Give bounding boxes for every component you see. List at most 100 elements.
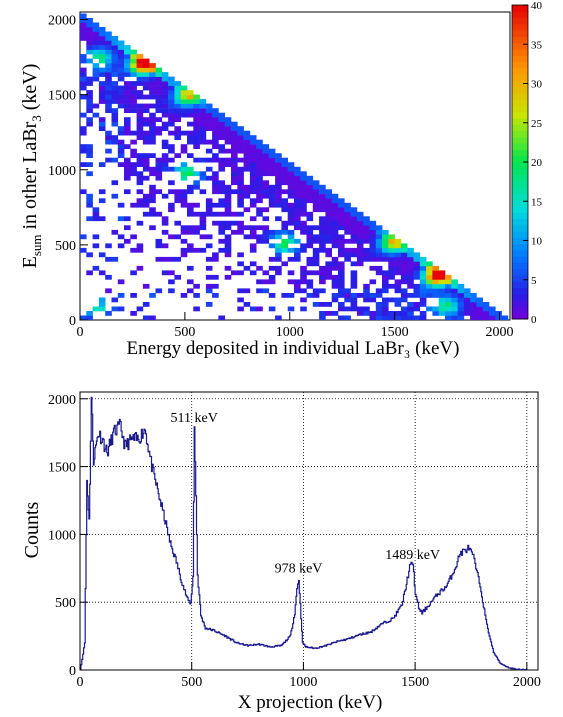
heatmap-cell	[275, 229, 282, 235]
colorbar-segment	[512, 268, 528, 276]
heatmap-cell	[256, 198, 263, 204]
heatmap-cell	[331, 256, 339, 262]
heatmap-cell	[161, 162, 169, 167]
heatmap-cell	[136, 157, 144, 163]
heatmap-cell	[438, 311, 446, 316]
heatmap-cell	[199, 211, 207, 217]
heatmap-cell	[98, 117, 106, 122]
heatmap-cell	[105, 49, 112, 55]
heatmap-cell	[319, 184, 326, 190]
heatmap-x-axis: 0 500 1000 1500 2000	[77, 312, 514, 340]
heatmap-cell	[224, 247, 232, 253]
heatmap-cell	[80, 13, 87, 19]
heatmap-cell	[136, 126, 144, 131]
heatmap-cell	[262, 279, 270, 285]
heatmap-cell	[249, 153, 257, 158]
heatmap-cell	[130, 58, 137, 64]
heatmap-cell	[287, 175, 295, 181]
colorbar-segment	[512, 124, 528, 132]
heatmap-cell	[338, 279, 345, 285]
colorbar-segment	[512, 293, 528, 301]
heatmap-cell	[130, 311, 137, 316]
heatmap-cell	[249, 171, 257, 177]
heatmap-cell	[350, 216, 358, 222]
heatmap-cell	[80, 85, 87, 91]
heatmap-cell	[117, 144, 125, 149]
heatmap-cell	[268, 157, 276, 163]
heatmap-cell	[306, 189, 314, 195]
heatmap-cell	[413, 302, 421, 307]
heatmap-cell	[136, 130, 144, 136]
heatmap-cell	[136, 58, 144, 64]
heatmap-cell	[470, 311, 477, 316]
heatmap-cell	[306, 243, 314, 249]
heatmap-cell	[92, 76, 100, 82]
heatmap-cell	[375, 252, 383, 258]
heatmap-cell	[344, 229, 351, 235]
heatmap-cell	[319, 315, 326, 320]
heatmap-cell	[294, 288, 301, 294]
heatmap-cell	[325, 193, 332, 199]
heatmap-cell	[237, 288, 244, 294]
heatmap-cell	[356, 311, 364, 316]
heatmap-cell	[199, 130, 207, 136]
heatmap-cell	[382, 288, 389, 294]
heatmap-cell	[117, 243, 125, 249]
heatmap-cell	[205, 198, 213, 204]
heatmap-cell	[344, 256, 351, 262]
heatmap-cell	[344, 306, 351, 312]
heatmap-cell	[193, 211, 200, 217]
heatmap-cell	[394, 279, 402, 285]
heatmap-cell	[489, 311, 496, 316]
heatmap-cell	[312, 193, 320, 199]
heatmap-cell	[224, 252, 232, 258]
heatmap-cell	[419, 270, 427, 276]
heatmap-cell	[205, 139, 213, 145]
heatmap-cell	[281, 175, 288, 181]
colorbar-segment	[512, 143, 528, 150]
heatmap-cell	[218, 238, 225, 244]
heatmap-cell	[268, 198, 276, 204]
heatmap-cell	[445, 315, 452, 320]
heatmap-cell	[319, 198, 326, 204]
heatmap-cell	[98, 121, 106, 127]
heatmap-cell	[161, 72, 169, 77]
heatmap-cell	[155, 157, 163, 163]
heatmap-cell	[356, 234, 364, 240]
projection-y-tick-label: 1000	[48, 528, 76, 543]
heatmap-cell	[161, 256, 169, 262]
colorbar-segment	[512, 212, 528, 220]
heatmap-cell	[344, 297, 351, 303]
heatmap-cell	[205, 288, 213, 294]
heatmap-cell	[249, 162, 257, 167]
heatmap-cell	[117, 67, 125, 73]
heatmap-cell	[363, 252, 370, 258]
heatmap-cell	[287, 162, 295, 167]
heatmap-cell	[124, 85, 131, 91]
heatmap-cell	[419, 297, 427, 303]
heatmap-cell	[262, 229, 270, 235]
heatmap-cell	[111, 67, 119, 73]
heatmap-cell	[124, 63, 131, 68]
heatmap-cell	[400, 293, 408, 298]
projection-x-tick-label: 1000	[289, 675, 317, 690]
heatmap-cell	[438, 279, 446, 285]
heatmap-cell	[294, 247, 301, 253]
heatmap-cell	[363, 293, 370, 298]
heatmap-cell	[275, 162, 282, 167]
heatmap-cell	[262, 148, 270, 154]
heatmap-cell	[363, 256, 370, 262]
heatmap-cell	[344, 225, 351, 231]
heatmap-cell	[168, 279, 175, 285]
heatmap-cell	[187, 99, 194, 104]
heatmap-cell	[306, 229, 314, 235]
heatmap-cell	[205, 274, 213, 280]
heatmap-cell	[319, 216, 326, 222]
heatmap-cell	[338, 270, 345, 276]
heatmap-cell	[375, 247, 383, 253]
colorbar-segment	[512, 224, 528, 232]
heatmap-cell	[199, 108, 207, 113]
heatmap-cell	[124, 103, 131, 109]
heatmap-cell	[168, 207, 175, 213]
heatmap-cell	[325, 216, 332, 222]
